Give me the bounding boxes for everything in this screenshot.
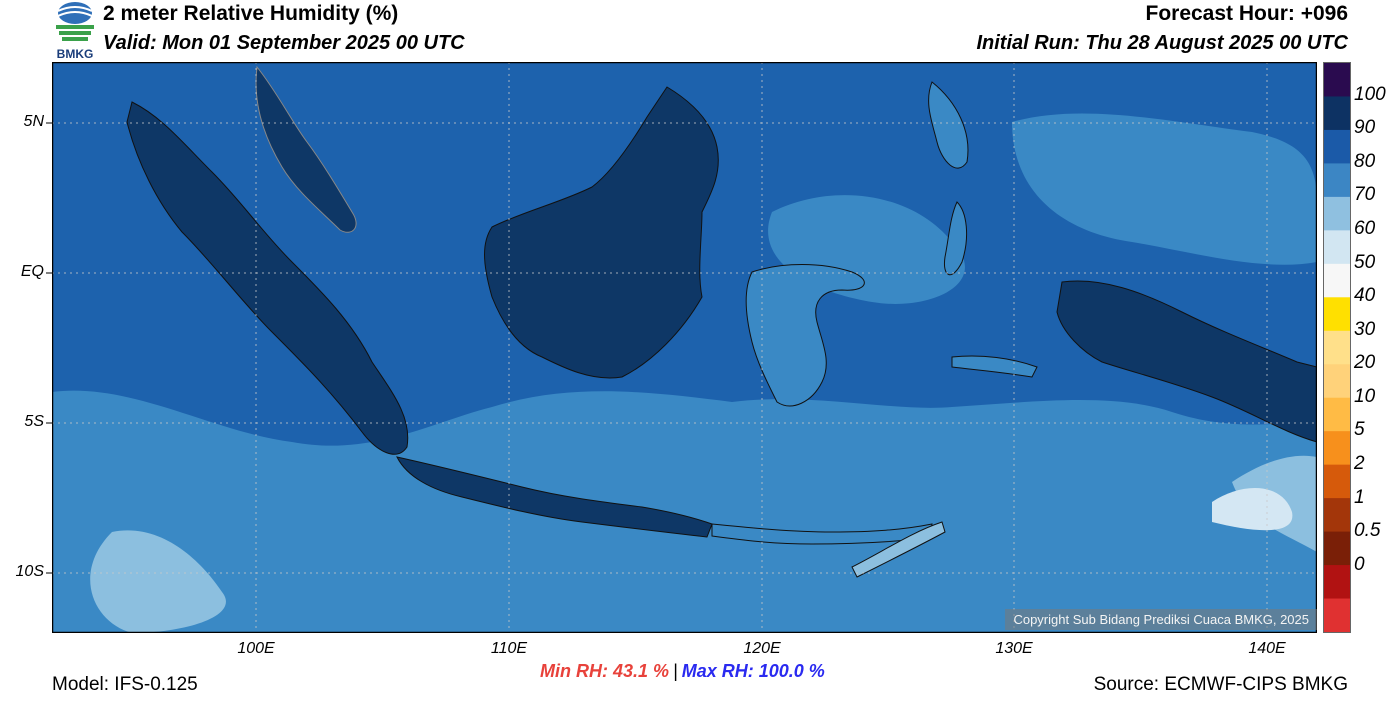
stats-separator: | [673,661,678,681]
lat-label-10s: 10S [15,563,44,580]
landmass-sumatra [126,101,409,455]
humidity-map [52,62,1317,633]
lat-label-5s: 5S [24,413,44,430]
colorbar-label: 80 [1354,150,1376,172]
landmass-philippines-mindanao [928,81,969,169]
max-rh: Max RH: 100.0 % [681,661,825,681]
valid-time: Valid: Mon 01 September 2025 00 UTC [103,32,465,54]
very-light-region-png [1212,488,1293,531]
colorbar-segment [1324,129,1350,164]
colorbar-segment [1324,498,1350,533]
gridlines [52,62,1317,633]
landmass-borneo [484,86,719,379]
colorbar-label: 2 [1354,453,1365,475]
colorbar-label: 0 [1354,553,1365,575]
colorbar-label: 60 [1354,217,1376,239]
landmass-timor [851,521,946,578]
colorbar-label: 10 [1354,385,1376,407]
colorbar-segment [1324,163,1350,198]
colorbar-segment [1324,364,1350,399]
landmass-java [396,456,713,538]
lat-ticks [46,122,52,574]
colorbar-segment [1324,263,1350,298]
colorbar-label: 20 [1354,352,1376,374]
lon-label-100e: 100E [237,640,275,657]
colorbar-segment [1324,464,1350,499]
landmass-seram [951,355,1038,378]
min-rh: Min RH: 43.1 % [540,661,670,681]
colorbar-segment [1324,297,1350,332]
landmass-malay-peninsula [255,65,357,233]
colorbar-label: 50 [1354,251,1376,273]
landmass-halmahera [943,201,967,275]
lon-label-130e: 130E [995,640,1033,657]
colorbar-label: 70 [1354,184,1376,206]
landmass-papua [1056,280,1317,443]
colorbar-segment [1324,598,1350,632]
moderate-humidity-region-east [1012,113,1317,265]
landmass-sulawesi [745,264,865,407]
colorbar-segment [1324,431,1350,466]
colorbar-label: 30 [1354,318,1376,340]
map-border [52,62,1317,633]
colorbar-segment [1324,63,1350,97]
model-label: Model: IFS-0.125 [52,674,198,695]
light-humidity-region-sw [90,530,226,633]
copyright-notice: Copyright Sub Bidang Prediksi Cuaca BMKG… [1005,609,1317,630]
lon-label-110e: 110E [490,640,528,657]
colorbar-label: 0.5 [1354,520,1381,542]
lat-label-5n: 5N [23,113,44,130]
colorbar-segment [1324,96,1350,131]
logo-text: BMKG [57,47,94,60]
colorbar-label: 1 [1354,486,1365,508]
colorbar-segment [1324,397,1350,432]
colorbar-label: 40 [1354,285,1376,307]
colorbar-label: 5 [1354,419,1365,441]
initial-run: Initial Run: Thu 28 August 2025 00 UTC [976,32,1348,54]
moderate-humidity-region-south [52,390,1317,633]
colorbar-segment [1324,196,1350,231]
colorbar-segment [1324,330,1350,365]
colorbar-segment [1324,531,1350,566]
colorbar-label: 100 [1354,83,1386,105]
chart-title: 2 meter Relative Humidity (%) [103,2,399,25]
lat-label-eq: EQ [20,263,44,280]
colorbar [1323,62,1351,633]
colorbar-segment [1324,230,1350,265]
rh-stats: Min RH: 43.1 % | Max RH: 100.0 % [540,661,825,682]
forecast-hour: Forecast Hour: +096 [1145,2,1349,25]
lon-label-120e: 120E [743,640,781,657]
colorbar-segment [1324,565,1350,600]
lon-label-140e: 140E [1248,640,1286,657]
bmkg-logo: BMKG [56,2,94,60]
source-label: Source: ECMWF-CIPS BMKG [1093,674,1348,695]
colorbar-label: 90 [1354,117,1376,139]
